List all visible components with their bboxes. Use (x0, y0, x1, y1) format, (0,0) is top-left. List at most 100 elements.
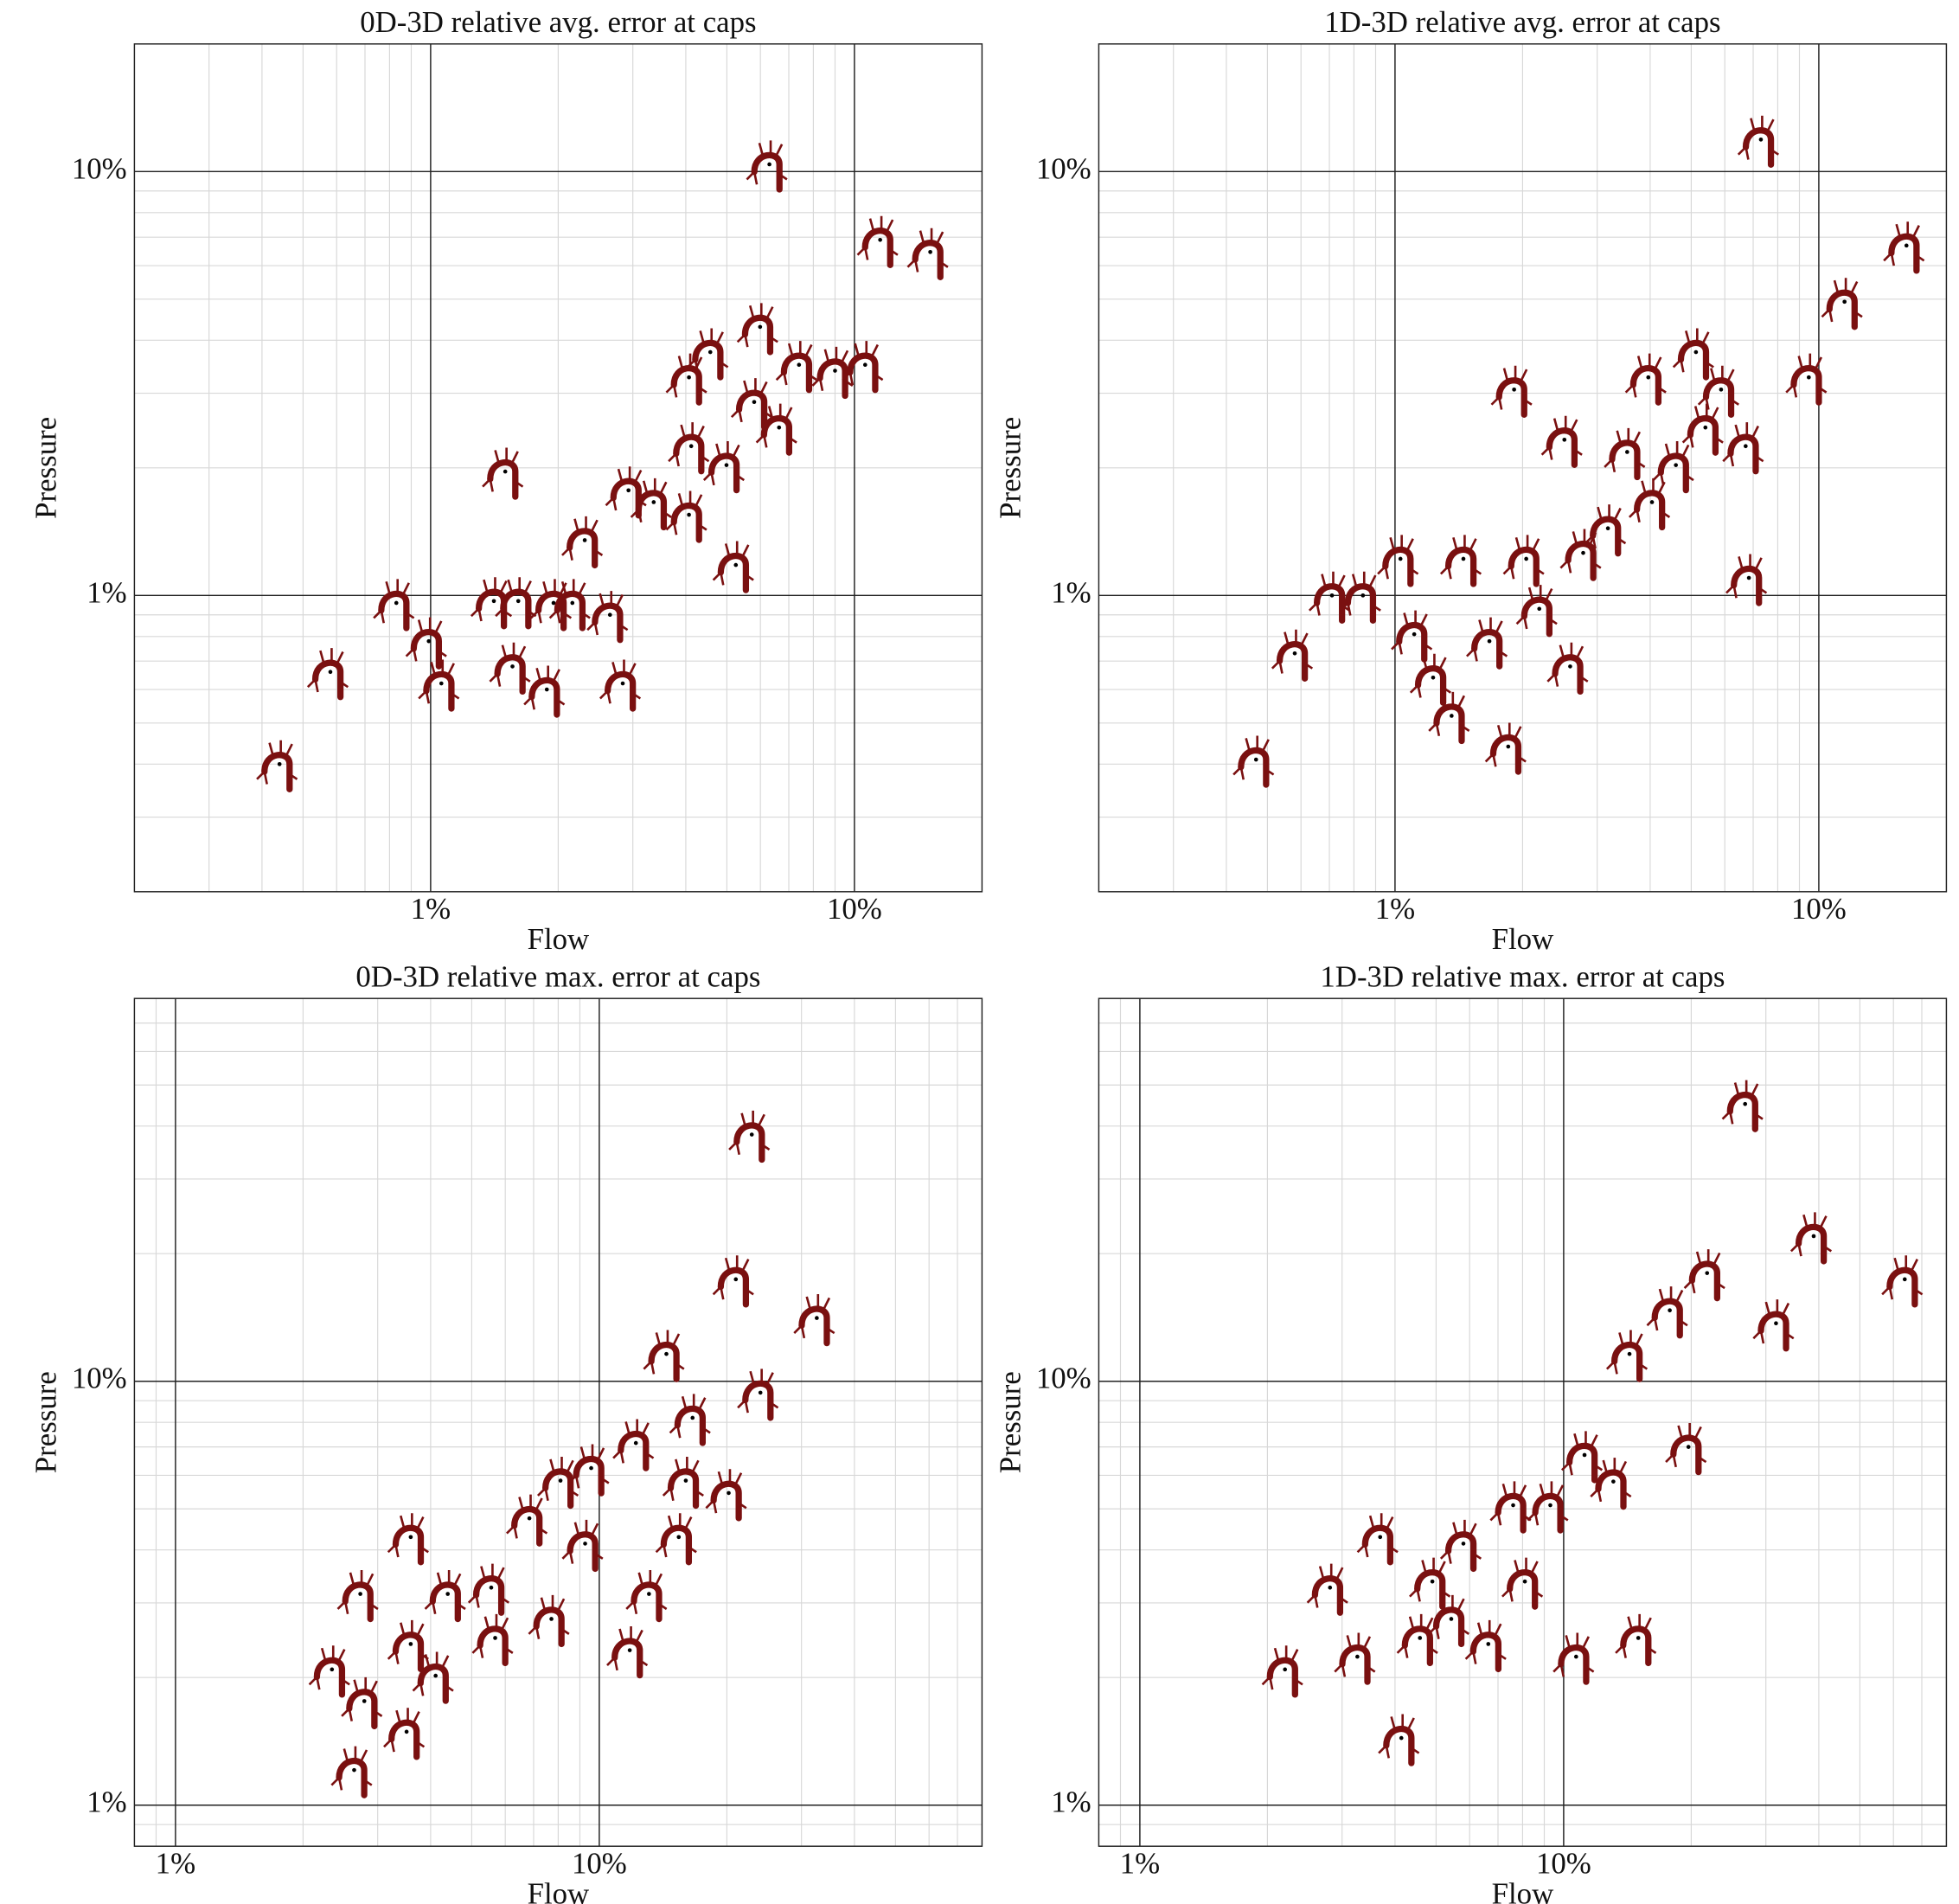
model-marker (1683, 1249, 1725, 1302)
branch (1821, 278, 1863, 323)
y-tick-label: 10% (72, 1362, 127, 1395)
branch (330, 1746, 373, 1791)
center-dot (727, 1491, 731, 1496)
branch (1501, 1557, 1544, 1602)
model-marker (730, 378, 773, 431)
center-dot (627, 1648, 632, 1652)
center-dot (352, 1767, 356, 1773)
center-dot (549, 1617, 554, 1621)
center-dot (1486, 1642, 1491, 1646)
branch (1409, 1557, 1451, 1602)
center-dot (1399, 1735, 1404, 1741)
center-dot (878, 237, 882, 242)
branch (482, 447, 524, 492)
model-marker (1737, 115, 1779, 168)
branch (471, 1613, 514, 1658)
y-tick-label: 1% (86, 575, 126, 609)
vessel (1469, 1632, 1502, 1673)
model-marker (625, 1569, 668, 1623)
vessel (311, 659, 344, 701)
model-marker (412, 1651, 454, 1704)
vessel (707, 452, 740, 494)
branch (1356, 1513, 1399, 1558)
y-axis-label: Pressure (29, 417, 63, 519)
model-marker (712, 541, 754, 593)
center-dot (493, 1636, 497, 1640)
center-dot (1686, 1445, 1691, 1449)
vessel (847, 352, 879, 394)
vessel (1565, 540, 1597, 581)
center-dot (688, 444, 694, 449)
model-marker (1271, 629, 1314, 682)
branch (728, 1110, 771, 1156)
model-marker (1501, 1557, 1544, 1610)
center-dot (1611, 1479, 1616, 1484)
branch (1515, 585, 1558, 630)
branch (1881, 1255, 1924, 1300)
branch (256, 740, 298, 785)
model-marker (655, 1513, 697, 1566)
vessel (1731, 565, 1763, 606)
branch (548, 579, 591, 624)
model-marker (306, 648, 349, 701)
center-dot (1562, 437, 1567, 442)
vessel (1670, 1434, 1702, 1476)
vessel (1432, 1606, 1465, 1648)
vessel (511, 1505, 543, 1547)
center-dot (527, 1516, 532, 1521)
branch (1560, 1431, 1604, 1476)
center-dot (1537, 606, 1542, 612)
vessel (660, 1524, 693, 1566)
model-marker (1604, 427, 1646, 481)
branch (405, 617, 447, 662)
model-marker (599, 659, 642, 712)
model-marker (1261, 1645, 1303, 1698)
model-marker (736, 303, 778, 356)
branch (665, 353, 707, 398)
vessel (1507, 1569, 1539, 1610)
center-dot (328, 670, 333, 675)
model-marker (662, 1456, 704, 1510)
vessel (1687, 414, 1719, 456)
model-marker (1378, 1714, 1420, 1766)
vessel (1383, 1725, 1415, 1766)
center-dot (724, 463, 729, 467)
vessel (1595, 1469, 1627, 1510)
center-dot (664, 1351, 669, 1356)
center-dot (647, 1592, 651, 1596)
branch (1683, 1249, 1725, 1294)
branch (712, 1255, 754, 1300)
vessel (1727, 433, 1759, 475)
vessel (1688, 1260, 1720, 1302)
vessel (500, 588, 532, 630)
x-tick-label: 10% (827, 892, 882, 926)
vessel (554, 590, 586, 631)
branch (1409, 653, 1452, 698)
branch (495, 577, 537, 622)
vessel (392, 1524, 425, 1566)
center-dot (1705, 1271, 1710, 1275)
model-marker (1439, 535, 1482, 587)
center-dot (394, 600, 399, 606)
vessel (1414, 665, 1447, 706)
x-axis-label: Flow (528, 1876, 590, 1904)
vessel (1311, 1575, 1344, 1616)
x-axis-label: Flow (528, 922, 590, 956)
vessel (635, 490, 668, 531)
center-dot (626, 488, 631, 493)
center-dot (815, 1316, 819, 1320)
vessel (735, 389, 768, 431)
model-marker (548, 579, 591, 631)
center-dot (1329, 593, 1335, 598)
vessel (472, 1575, 505, 1616)
center-dot (683, 1478, 688, 1483)
y-tick-label: 10% (72, 151, 127, 185)
branch (1721, 1080, 1764, 1125)
model-marker (336, 1569, 379, 1623)
y-axis-label: Pressure (29, 1371, 63, 1473)
panel: 1% 10% 1% 10% 0D-3D relative avg. error at c… (29, 5, 983, 956)
branch (687, 328, 729, 373)
vessel (1489, 734, 1522, 775)
model-marker (523, 665, 566, 718)
center-dot (515, 599, 521, 604)
